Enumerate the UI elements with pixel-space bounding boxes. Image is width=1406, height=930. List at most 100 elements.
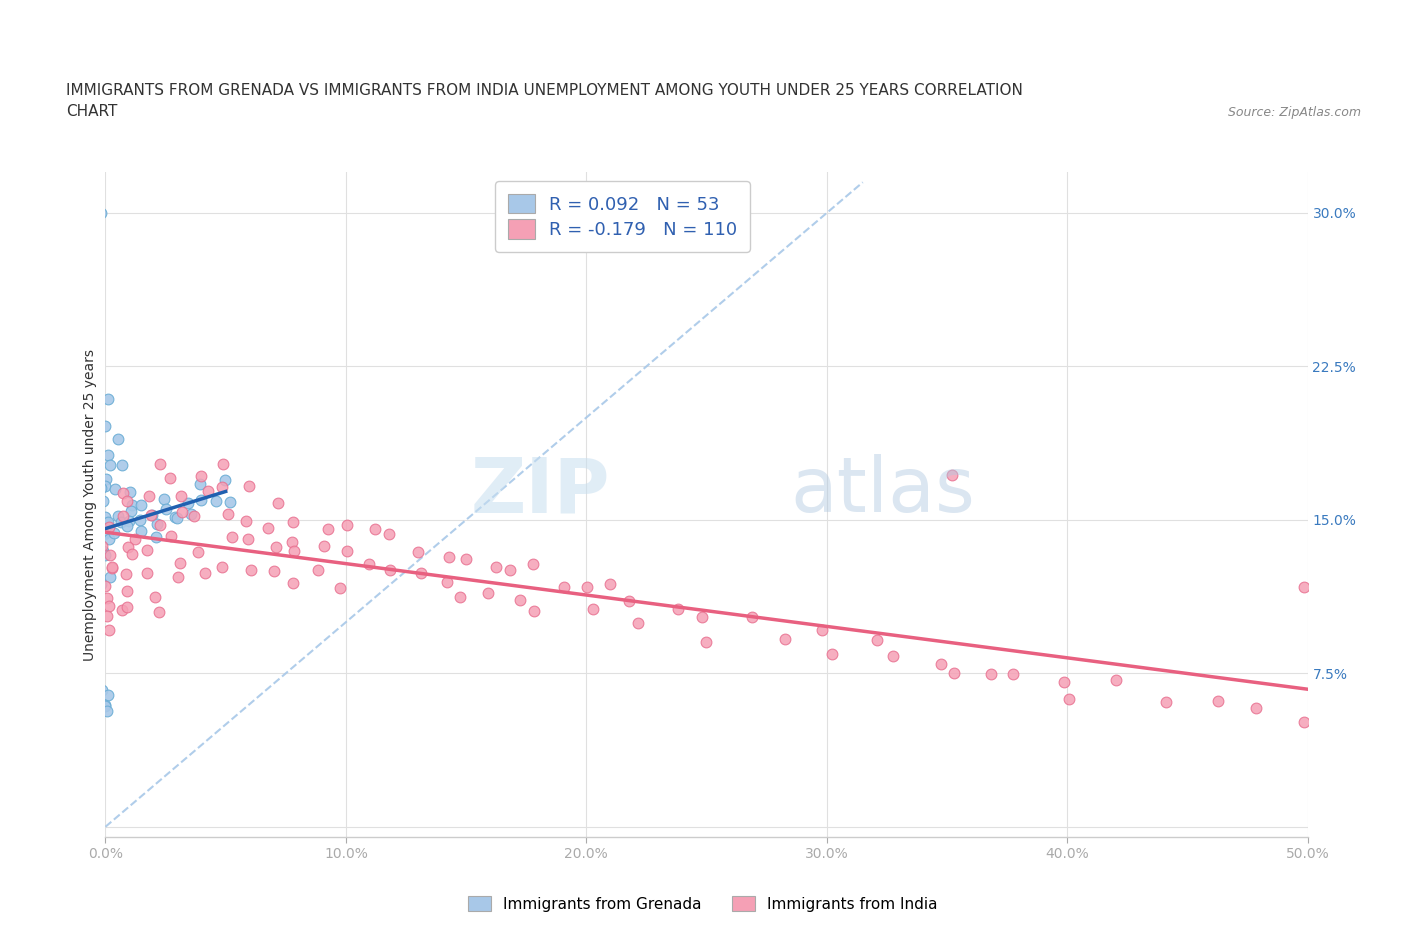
Point [582,602,605,617]
Point [169,555,191,570]
Point [522,556,544,571]
Point [96,608,118,623]
Point [117,584,139,599]
Point [236,532,259,547]
Point [124,531,146,546]
Point [190,493,212,508]
Point [98,548,121,563]
Point [165,510,187,525]
Point [104,482,127,497]
Point [690,609,713,624]
Point [91,683,114,698]
Point [118,485,141,500]
Point [98,458,121,472]
Point [882,649,904,664]
Point [97,687,120,702]
Point [111,485,134,500]
Point [1053,674,1076,689]
Point [238,479,260,494]
Point [627,616,650,631]
Point [91,493,114,508]
Point [204,494,226,509]
Point [1059,692,1081,707]
Point [449,590,471,604]
Point [314,538,336,553]
Point [523,604,546,618]
Point [110,515,132,530]
Point [194,565,217,580]
Point [283,544,305,559]
Point [942,665,965,680]
Text: ZIP: ZIP [471,454,610,528]
Point [98,531,121,546]
Point [409,565,432,580]
Point [695,634,717,649]
Point [112,508,135,523]
Point [107,432,129,446]
Legend: R = 0.092   N = 53, R = -0.179   N = 110: R = 0.092 N = 53, R = -0.179 N = 110 [495,181,749,251]
Point [810,623,832,638]
Point [96,591,118,605]
Point [117,599,139,614]
Point [211,559,233,574]
Point [256,520,278,535]
Point [1206,693,1229,708]
Point [775,631,797,646]
Point [148,604,170,619]
Point [1292,579,1315,594]
Point [240,563,263,578]
Point [821,646,844,661]
Point [499,563,522,578]
Point [149,456,172,471]
Point [1246,700,1268,715]
Point [91,543,114,558]
Point [187,544,209,559]
Point [138,488,160,503]
Point [96,515,118,530]
Point [148,517,170,532]
Point [329,580,352,595]
Point [115,493,138,508]
Point [235,513,257,528]
Point [97,515,120,530]
Point [1154,695,1177,710]
Point [129,524,152,538]
Point [146,516,169,531]
Point [336,517,359,532]
Point [139,508,162,523]
Point [212,457,235,472]
Point [266,539,288,554]
Point [98,520,121,535]
Point [336,544,359,559]
Point [155,501,177,516]
Point [90,538,112,553]
Point [115,567,138,582]
Text: atlas: atlas [790,454,976,528]
Point [93,699,115,714]
Point [190,469,212,484]
Point [135,542,157,557]
Point [980,667,1002,682]
Text: Source: ZipAtlas.com: Source: ZipAtlas.com [1227,106,1361,119]
Point [553,580,575,595]
Point [316,522,339,537]
Point [94,418,117,433]
Point [741,610,763,625]
Point [364,522,387,537]
Point [281,576,304,591]
Point [599,577,621,591]
Point [90,481,112,496]
Point [117,539,139,554]
Point [118,513,141,528]
Point [90,577,112,591]
Point [101,560,124,575]
Point [97,391,120,405]
Point [145,530,167,545]
Point [121,547,143,562]
Point [666,602,689,617]
Point [214,473,236,488]
Point [263,564,285,578]
Point [576,579,599,594]
Point [1292,714,1315,729]
Point [941,467,963,482]
